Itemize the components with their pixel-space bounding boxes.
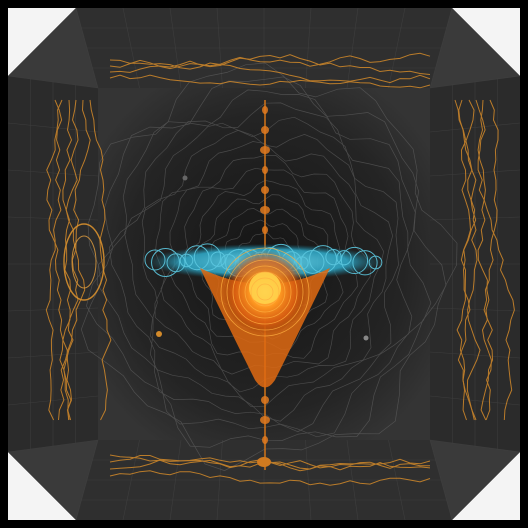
- left-orange-blob-inner: [71, 235, 97, 289]
- corner-br: [430, 440, 520, 520]
- wall-grid: [7, 7, 521, 521]
- corner-tl: [8, 8, 98, 88]
- dot-right: [363, 335, 369, 341]
- dot-top-left: [182, 175, 188, 181]
- bottom-node: [257, 457, 271, 467]
- corner-tr: [430, 8, 520, 88]
- dot-left: [156, 331, 162, 337]
- corner-bl: [8, 440, 98, 520]
- left-orange-blob: [63, 223, 105, 301]
- orange-core: [200, 247, 330, 388]
- orange-veins: [45, 52, 515, 486]
